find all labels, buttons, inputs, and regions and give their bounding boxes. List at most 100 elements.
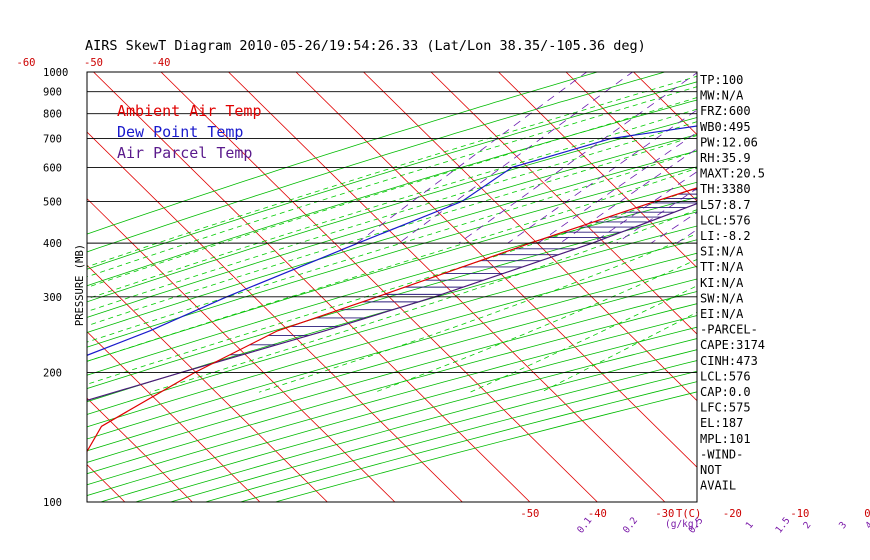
index-entry: SW:N/A bbox=[700, 291, 744, 305]
mixing-ratio-line bbox=[398, 72, 634, 244]
y-tick-label: 300 bbox=[43, 292, 62, 304]
mixing-ratio-line bbox=[592, 171, 697, 244]
mixing-ratio-line bbox=[785, 63, 870, 243]
chart-title: AIRS SkewT Diagram 2010-05-26/19:54:26.3… bbox=[85, 38, 646, 54]
index-entry: NOT bbox=[700, 463, 722, 477]
y-tick-label: 1000 bbox=[43, 67, 68, 79]
isotherm-line bbox=[160, 72, 598, 502]
dry-adiabat bbox=[87, 196, 697, 376]
moist-adiabat bbox=[374, 258, 697, 393]
mixing-ratio-line bbox=[803, 63, 870, 243]
index-entry: EL:187 bbox=[700, 416, 743, 430]
mixing-ratio-line bbox=[763, 63, 870, 243]
x-tick-label: -30 bbox=[655, 508, 674, 520]
index-entry: MPL:101 bbox=[700, 432, 751, 446]
dry-adiabat bbox=[87, 265, 697, 440]
isotherm-line bbox=[87, 331, 261, 502]
y-tick-label: 200 bbox=[43, 368, 62, 380]
index-entry: EI:N/A bbox=[700, 307, 744, 321]
series-line-ambient-air-temp bbox=[87, 187, 697, 453]
x-tick-label: -20 bbox=[723, 508, 742, 520]
index-entry: L57:8.7 bbox=[700, 198, 751, 212]
series-line-air-parcel-temp bbox=[87, 202, 697, 402]
dry-adiabat bbox=[87, 291, 697, 463]
index-entry: CINH:473 bbox=[700, 354, 758, 368]
isotherm-line bbox=[565, 72, 697, 202]
mixing-ratio-line bbox=[832, 63, 870, 243]
pressure-lines bbox=[87, 91, 697, 374]
y-tick-label: 700 bbox=[43, 134, 62, 146]
dry-adiabat bbox=[87, 117, 697, 303]
mixing-ratio-unit: (g/kg) bbox=[665, 519, 699, 530]
dry-adiabat bbox=[87, 211, 697, 390]
moist-adiabat bbox=[87, 86, 697, 278]
mixing-ratio-label: 4 bbox=[863, 520, 870, 532]
isotherm-line bbox=[87, 464, 126, 502]
top-tick-label: -60 bbox=[17, 57, 36, 69]
y-tick-label: 400 bbox=[43, 238, 62, 250]
index-entry: FRZ:600 bbox=[700, 104, 751, 118]
index-entry: LCL:576 bbox=[700, 213, 751, 227]
legend-entry: Dew Point Temp bbox=[117, 123, 243, 141]
dry-adiabat bbox=[87, 225, 697, 403]
isotherm-line bbox=[87, 397, 193, 502]
index-entry: LFC:575 bbox=[700, 401, 751, 415]
top-tick-label: -50 bbox=[84, 57, 103, 69]
y-axis-label: PRESSURE (MB) bbox=[74, 244, 86, 326]
mixing-ratio-label: 2 bbox=[801, 520, 813, 531]
series-line-dew-point-temp bbox=[87, 125, 697, 356]
moist-adiabat bbox=[87, 150, 697, 343]
index-entry: RH:35.9 bbox=[700, 151, 751, 165]
dry-adiabat bbox=[87, 315, 697, 486]
moist-adiabat bbox=[87, 135, 697, 327]
plot-frame bbox=[86, 71, 698, 503]
isotherm-line bbox=[836, 72, 870, 502]
index-entry: CAP:0.0 bbox=[700, 385, 751, 399]
isotherm-line bbox=[498, 72, 697, 269]
y-tick-label: 900 bbox=[43, 87, 62, 99]
x-tick-label: -50 bbox=[520, 508, 539, 520]
moist-adiabat bbox=[87, 167, 697, 362]
index-entry: PW:12.06 bbox=[700, 135, 758, 149]
mixing-ratio-line bbox=[537, 131, 697, 244]
bottom-temp-ticks: -50-40-30-20-100102030T(C) bbox=[520, 508, 870, 520]
dry-adiabat bbox=[87, 134, 697, 318]
index-entry: TT:N/A bbox=[700, 260, 744, 274]
isotherm-line bbox=[295, 72, 697, 468]
mixing-ratio-line bbox=[458, 72, 697, 244]
plot-grid bbox=[87, 63, 870, 502]
legend: Ambient Air Temp Dew Point Temp Air Parcel… bbox=[117, 102, 262, 162]
y-tick-label: 100 bbox=[43, 497, 62, 509]
legend-entry: Ambient Air Temp bbox=[117, 102, 262, 120]
dry-adiabat bbox=[87, 252, 697, 428]
mixing-ratio-line bbox=[650, 211, 697, 244]
mixing-ratio-line bbox=[735, 63, 870, 243]
plot-border bbox=[86, 71, 698, 503]
dry-adiabat bbox=[87, 278, 697, 452]
index-entry: AVAIL bbox=[700, 479, 736, 493]
x-tick-label: -40 bbox=[588, 508, 607, 520]
cape-hatch bbox=[229, 189, 697, 356]
y-tick-label: 800 bbox=[43, 109, 62, 121]
dry-adiabat bbox=[87, 166, 697, 348]
index-entry: MAXT:20.5 bbox=[700, 167, 765, 181]
mixing-ratio-label: 1 bbox=[744, 520, 756, 532]
isotherm-line bbox=[87, 198, 396, 502]
index-entry: KI:N/A bbox=[700, 276, 744, 290]
index-entry: TP:100 bbox=[700, 73, 743, 87]
profile-lines bbox=[87, 125, 697, 453]
index-entry: LI:-8.2 bbox=[700, 229, 751, 243]
x-tick-label: 0 bbox=[864, 508, 870, 520]
x-unit-label: T(C) bbox=[676, 508, 701, 520]
dry-adiabat bbox=[87, 72, 599, 235]
moist-adiabat bbox=[87, 97, 697, 288]
dry-adiabat bbox=[238, 381, 697, 502]
mixing-ratio-label: 3 bbox=[837, 520, 849, 531]
dry-adiabat bbox=[87, 239, 697, 415]
y-axis: PRESSURE (MB) 100 200 300 400 500 600 700 800 90… bbox=[43, 67, 86, 509]
mixing-ratio-line bbox=[559, 148, 697, 244]
legend-entry: Air Parcel Temp bbox=[117, 144, 252, 162]
dry-adiabat bbox=[87, 81, 697, 270]
